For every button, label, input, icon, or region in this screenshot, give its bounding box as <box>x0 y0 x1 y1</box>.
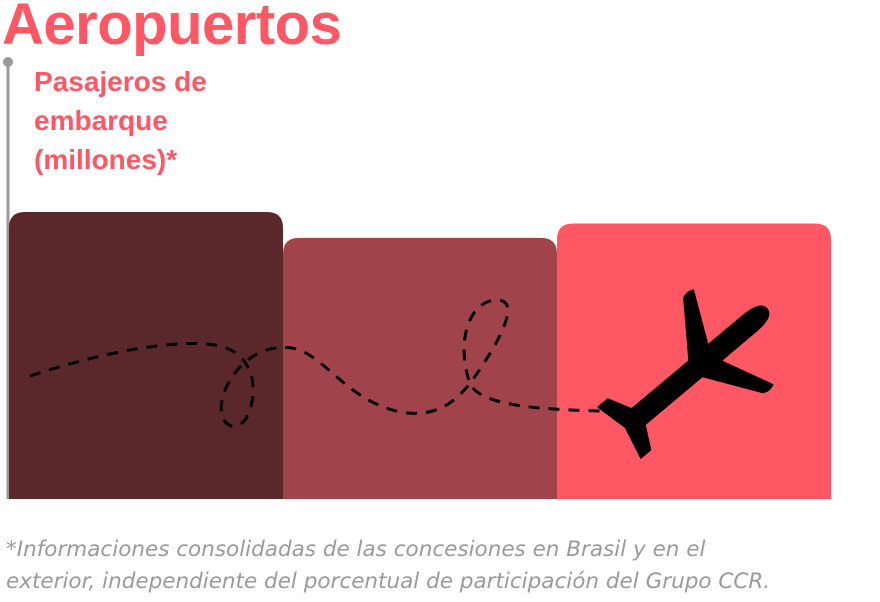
bar-1 <box>9 212 283 499</box>
footnote-line-1: *Informaciones consolidadas de las conce… <box>6 537 706 562</box>
y-axis-label: Pasajeros de embarque (millones)* <box>34 66 207 175</box>
bar-2 <box>283 237 557 499</box>
footnote-line-2: exterior, independiente del porcentual d… <box>6 569 771 594</box>
chart-title: Aeropuertos <box>2 0 342 57</box>
dashed-flight-path <box>29 298 641 428</box>
airplane-icon <box>596 289 774 460</box>
footnote: *Informaciones consolidadas de las conce… <box>6 534 878 598</box>
y-axis-cap <box>3 57 13 67</box>
